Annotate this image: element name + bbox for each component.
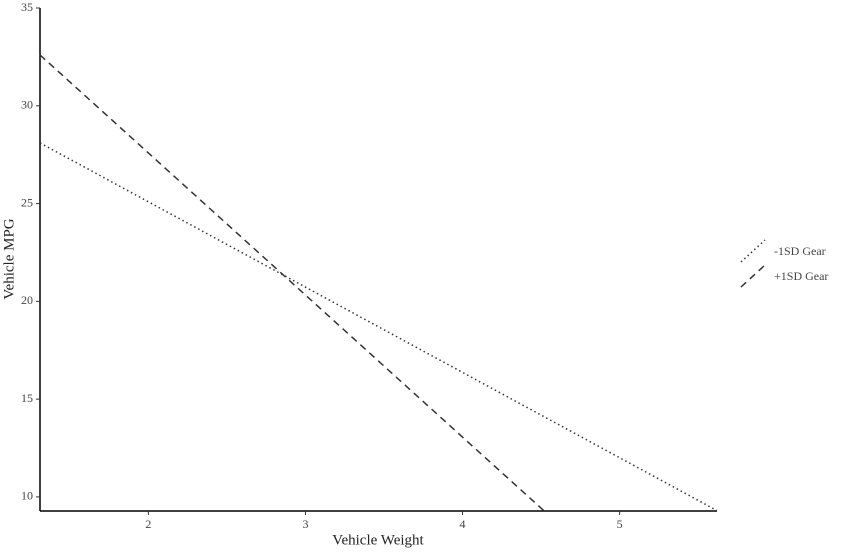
- x-axis-title: Vehicle Weight: [332, 532, 424, 548]
- x-tick-label: 3: [302, 517, 308, 531]
- line: [39, 54, 545, 512]
- legend-label: -1SD Gear: [774, 244, 826, 258]
- line: [39, 142, 718, 512]
- y-tick-label: 25: [21, 195, 33, 209]
- legend-label: +1SD Gear: [774, 269, 828, 283]
- y-tick-label: 15: [21, 391, 33, 405]
- legend-swatch: [740, 264, 766, 288]
- y-tick-label: 20: [21, 293, 33, 307]
- x-tick-label: 5: [617, 517, 623, 531]
- y-axis-title: Vehicle MPG: [1, 218, 17, 299]
- x-tick-label: 4: [460, 517, 466, 531]
- legend-swatch: [740, 239, 766, 263]
- y-tick-label: 35: [21, 0, 33, 14]
- x-tick-label: 2: [145, 517, 151, 531]
- y-tick-label: 30: [21, 98, 33, 112]
- y-tick-label: 10: [21, 489, 33, 503]
